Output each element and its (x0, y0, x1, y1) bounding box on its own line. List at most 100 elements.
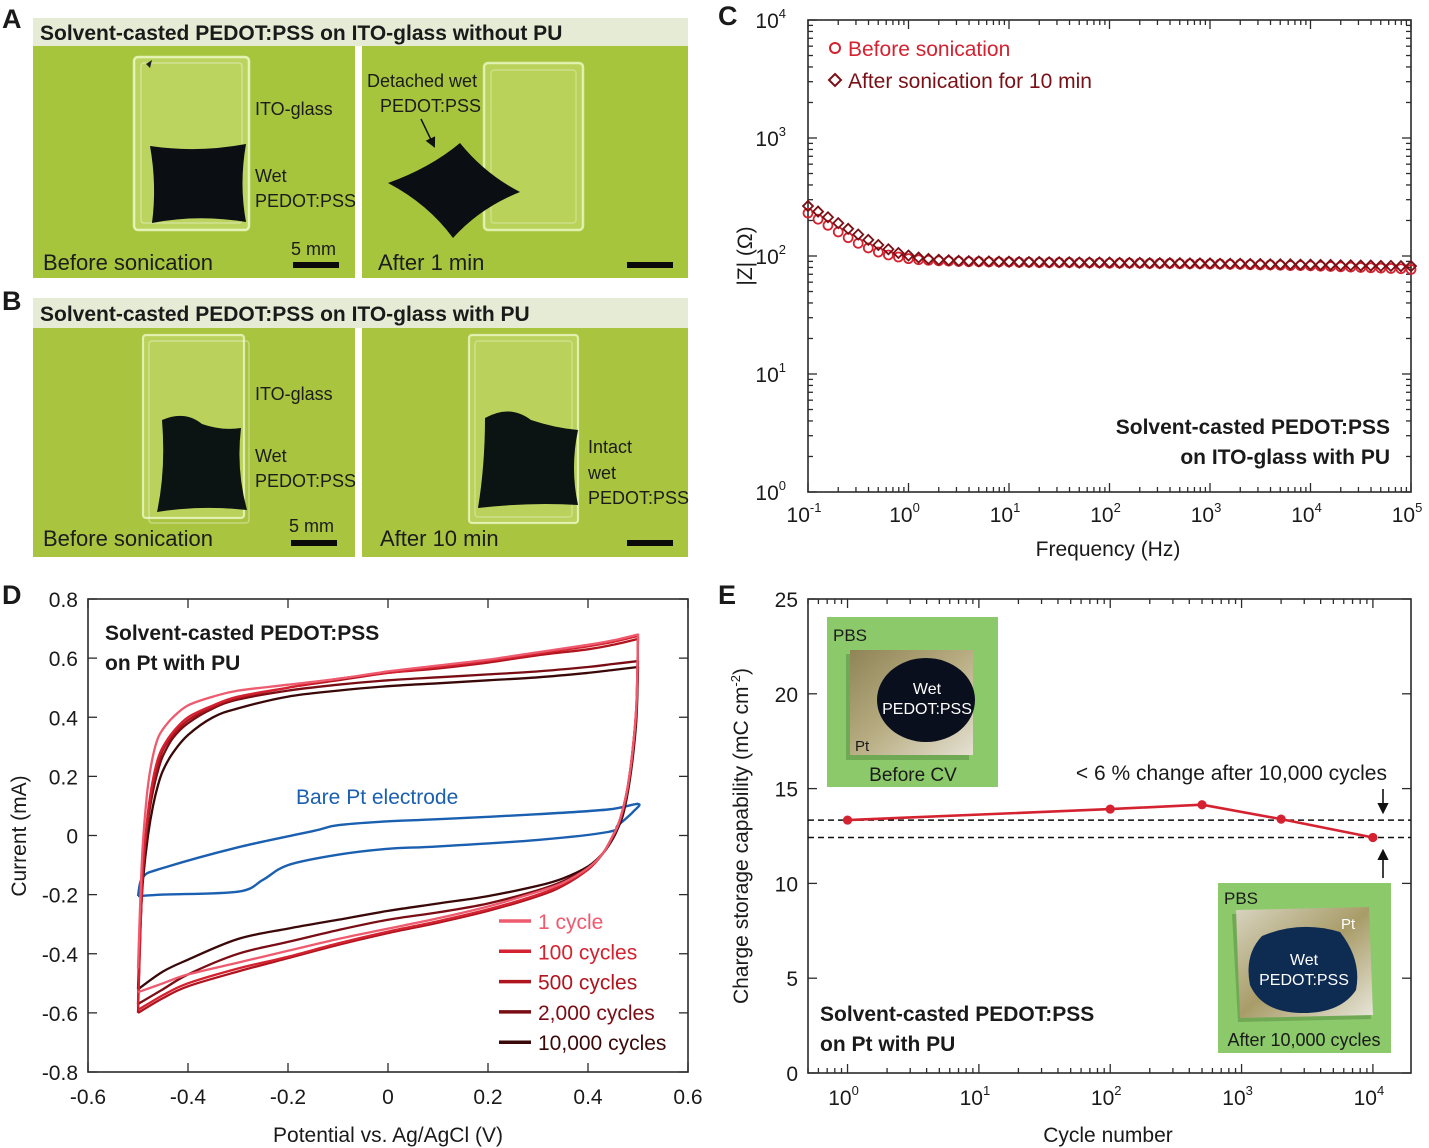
data-point-diamond (1063, 255, 1076, 269)
legend-label-after: After sonication for 10 min (848, 70, 1092, 93)
data-point-diamond (1012, 255, 1026, 269)
y-tick-label-base: 10 (755, 128, 778, 151)
data-point-diamond (1284, 258, 1297, 271)
data-point-diamond (1103, 256, 1116, 269)
y-tick-label-exp: 1 (779, 360, 786, 375)
data-point-diamond (1163, 256, 1177, 270)
data-point-diamond (1243, 257, 1257, 271)
y-tick-label: -0.4 (42, 944, 79, 967)
legend-label-10-000-cycles: 10,000 cycles (538, 1032, 666, 1055)
data-point (842, 815, 853, 825)
data-point-diamond (1334, 258, 1347, 272)
data-point-circle (883, 249, 894, 261)
data-point-diamond (932, 253, 946, 266)
data-point-diamond (831, 216, 845, 230)
data-point-diamond (1294, 258, 1307, 271)
x-tick-label: -0.6 (70, 1086, 106, 1109)
data-point (1368, 832, 1378, 843)
x-tick-label: 0 (382, 1086, 394, 1109)
x-tick-label-exp: 3 (1246, 1083, 1253, 1098)
panel-a-header-bar (33, 18, 688, 46)
annotation-line2: PEDOT:PSS (380, 96, 481, 116)
annotation-line2: wet (587, 463, 616, 483)
data-point-diamond (1183, 257, 1197, 270)
inset-film-label-line1: Wet (913, 681, 942, 698)
y-tick-label: 0 (786, 1063, 798, 1086)
x-tick-label-exp: 0 (913, 500, 920, 515)
x-tick-label-base: 10 (990, 504, 1013, 527)
x-axis-label: Potential vs. Ag/AgCl (V) (273, 1124, 503, 1147)
x-tick-label: 105 (1392, 500, 1423, 527)
data-point (1276, 814, 1286, 824)
data-point-diamond (1143, 256, 1156, 270)
x-tick-label: 100 (889, 500, 920, 527)
x-tick-label: 10-1 (787, 500, 822, 527)
legend-label-2-000-cycles: 2,000 cycles (538, 1002, 655, 1025)
chart-annotation-line2: on Pt with PU (820, 1033, 955, 1056)
data-point-diamond (1093, 256, 1106, 269)
x-tick-label-exp: 4 (1315, 500, 1322, 515)
x-tick-label-base: 10 (787, 504, 810, 527)
y-tick-label-exp: 3 (779, 124, 786, 139)
y-tick-label: 15 (775, 779, 798, 802)
legend-label-before: Before sonication (848, 38, 1010, 61)
y-tick-label: 100 (755, 478, 786, 505)
x-tick-label-base: 10 (1291, 504, 1314, 527)
reference-lines (808, 819, 1411, 839)
panel-b: B Solvent-casted PEDOT:PSS on ITO-glass … (2, 286, 689, 557)
panel-a-photo-before: ITO-glass Wet PEDOT:PSS 5 mm Before soni… (33, 46, 356, 278)
inset-substrate-label: Pt (855, 738, 870, 755)
data-point-diamond (952, 254, 965, 268)
x-tick-label-exp: 1 (983, 1083, 990, 1098)
panel-label-c: C (718, 1, 738, 31)
wet-pedot-pss-film (150, 144, 246, 223)
data-point-diamond (1193, 257, 1207, 270)
data-point-diamond (811, 205, 825, 218)
data-point-diamond (1223, 257, 1237, 271)
x-axis-label: Frequency (Hz) (1036, 538, 1181, 561)
legend-label-500-cycles: 500 cycles (538, 972, 637, 995)
film-label-line2: PEDOT:PSS (255, 471, 356, 491)
data-point-diamond (942, 254, 955, 267)
inset-photo-after-cycles: PBS Pt Wet PEDOT:PSS After 10,000 cycles (1218, 883, 1391, 1053)
data-point-diamond (1384, 259, 1398, 273)
panel-b-photo-after: Intact wet PEDOT:PSS After 10 min (362, 328, 689, 557)
ito-glass-label: ITO-glass (255, 384, 333, 404)
data-point-diamond (1113, 256, 1126, 270)
inset-medium-label: PBS (1224, 889, 1258, 908)
panel-label-b: B (2, 286, 22, 316)
y-tick-label-base: 10 (755, 246, 778, 269)
ito-glass-label: ITO-glass (255, 99, 333, 119)
scale-bar (627, 262, 673, 268)
series-after-sonication (801, 199, 1418, 273)
y-axis-label-sup: -2 (728, 675, 743, 687)
data-point-diamond (1324, 258, 1337, 272)
data-point-diamond (962, 254, 976, 268)
data-point-diamond (1233, 257, 1247, 271)
y-tick-label-base: 10 (755, 10, 778, 33)
x-tick-label-base: 10 (1392, 504, 1415, 527)
inset-medium-label: PBS (833, 626, 867, 645)
data-point-diamond (841, 222, 855, 236)
chart-annotation-line2: on Pt with PU (105, 652, 240, 675)
x-tick-label: 0.6 (673, 1086, 702, 1109)
data-point-diamond (1042, 255, 1056, 269)
data-point-diamond (1213, 257, 1227, 271)
legend-marker-diamond (827, 72, 843, 88)
data-point-circle (1385, 263, 1397, 274)
data-point-diamond (1274, 258, 1287, 271)
x-tick-label: -0.4 (170, 1086, 207, 1109)
panel-a-photo-after: Detached wet PEDOT:PSS After 1 min (362, 46, 688, 278)
data-point-circle (872, 246, 884, 258)
film-label-line1: Wet (255, 166, 287, 186)
x-tick-label: 104 (1291, 500, 1322, 527)
inset-caption: After 10,000 cycles (1227, 1030, 1380, 1050)
y-tick-label: 102 (755, 242, 786, 269)
axis-ticks: -0.6 -0.4 -0.2 0 0.2 0.4 0.6-0.8-0.6-0.4-0.200… (42, 589, 703, 1109)
data-point-diamond (1304, 258, 1317, 271)
data-point-diamond (922, 252, 935, 266)
data-point-diamond (1002, 255, 1016, 268)
panel-d-cv-chart: D -0.6 -0.4 -0.2 0 0.2 0.4 0.6-0.8-0.6-0.4-0.2… (2, 580, 703, 1147)
chart-annotation-line1: Solvent-casted PEDOT:PSS (820, 1003, 1094, 1026)
x-tick-label-exp: -1 (810, 500, 822, 515)
